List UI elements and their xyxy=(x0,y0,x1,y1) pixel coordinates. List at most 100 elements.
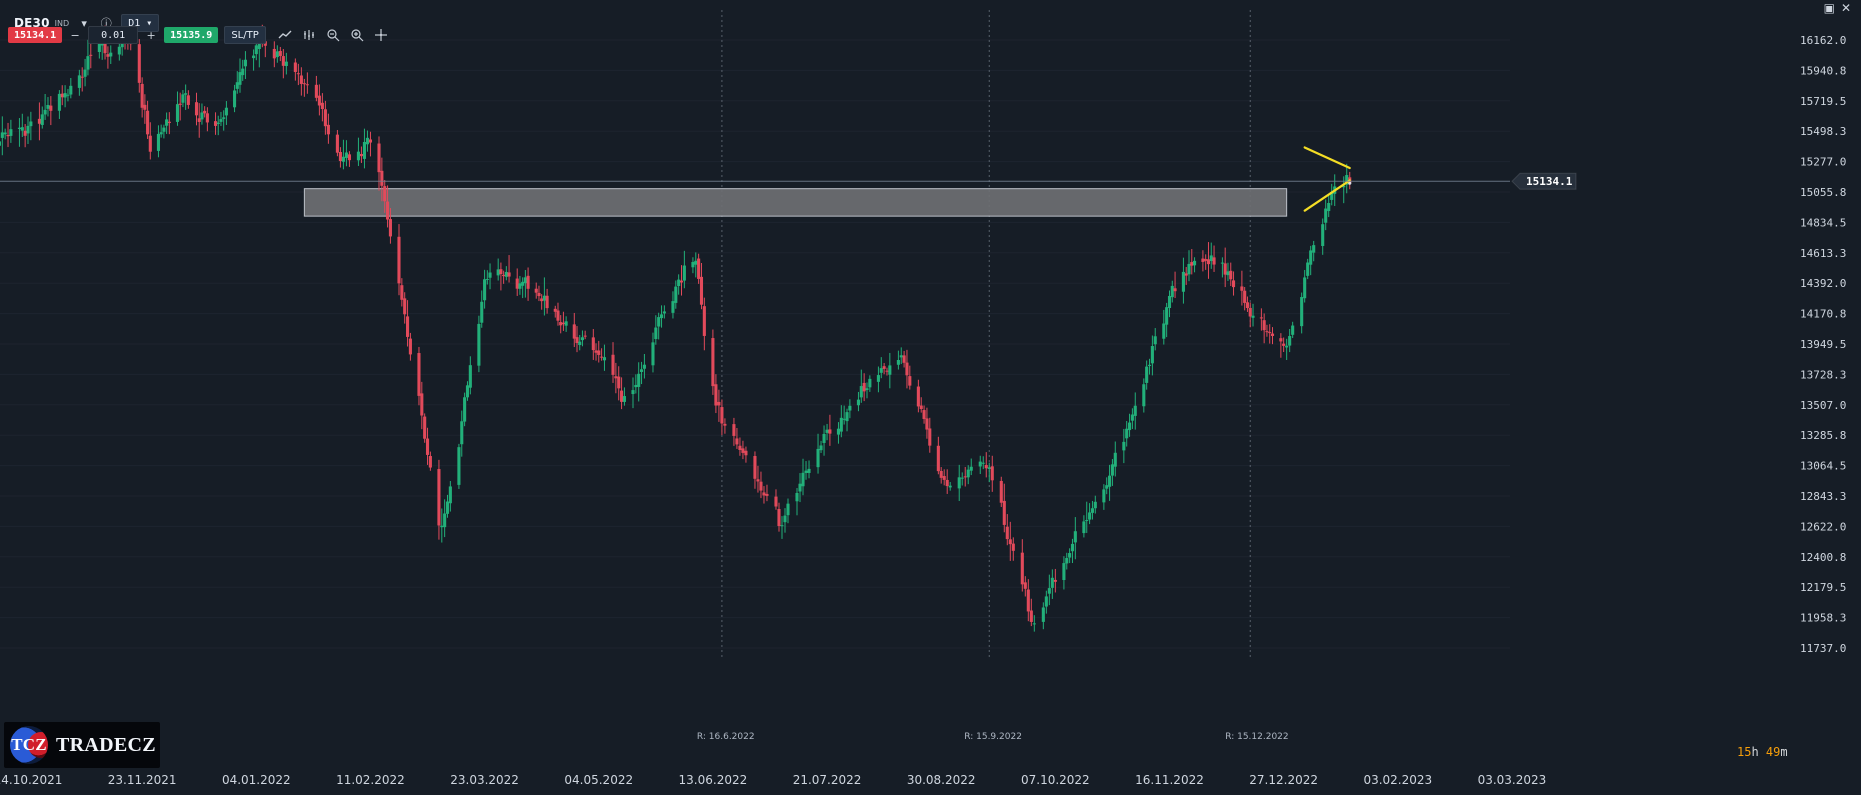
candle-body[interactable] xyxy=(795,492,799,502)
candle-body[interactable] xyxy=(23,130,27,136)
candle-body[interactable] xyxy=(465,385,470,398)
candle-body[interactable] xyxy=(1093,501,1097,509)
candle-body[interactable] xyxy=(553,308,557,312)
candle-body[interactable] xyxy=(631,390,635,395)
candle-body[interactable] xyxy=(583,335,587,337)
candle-body[interactable] xyxy=(1110,464,1114,476)
candle-body[interactable] xyxy=(1324,208,1328,223)
candle-body[interactable] xyxy=(662,311,666,314)
candle-body[interactable] xyxy=(66,94,70,96)
candle-body[interactable] xyxy=(109,52,113,57)
info-icon[interactable]: ⓘ xyxy=(100,17,112,30)
candle-body[interactable] xyxy=(634,384,638,388)
candle-body[interactable] xyxy=(1167,295,1172,309)
candle-body[interactable] xyxy=(1011,543,1015,551)
candle-body[interactable] xyxy=(774,496,778,507)
candle-body[interactable] xyxy=(614,376,618,379)
candle-body[interactable] xyxy=(1088,512,1092,520)
candle-body[interactable] xyxy=(1026,589,1030,612)
candle-body[interactable] xyxy=(1327,203,1331,212)
candle-body[interactable] xyxy=(966,469,970,478)
candle-body[interactable] xyxy=(148,135,152,152)
candle-body[interactable] xyxy=(468,365,472,388)
candle-body[interactable] xyxy=(1265,331,1269,333)
bid-price[interactable]: 15134.1 xyxy=(8,27,63,43)
candle-body[interactable] xyxy=(1288,336,1292,346)
candle-body[interactable] xyxy=(578,341,582,346)
candle-body[interactable] xyxy=(556,310,560,321)
candle-body[interactable] xyxy=(640,369,644,372)
candle-body[interactable] xyxy=(1262,320,1266,331)
candle-body[interactable] xyxy=(984,465,988,469)
candle-body[interactable] xyxy=(165,119,169,126)
candle-body[interactable] xyxy=(534,288,538,293)
candle-body[interactable] xyxy=(1127,422,1132,431)
candle-body[interactable] xyxy=(219,119,223,122)
candle-body[interactable] xyxy=(1345,175,1349,185)
candle-body[interactable] xyxy=(786,503,790,516)
candle-body[interactable] xyxy=(43,109,47,115)
candle-body[interactable] xyxy=(320,102,324,110)
candle-body[interactable] xyxy=(326,124,330,135)
candle-body[interactable] xyxy=(711,338,715,387)
candle-body[interactable] xyxy=(620,390,624,402)
candle-body[interactable] xyxy=(1113,452,1117,467)
candle-body[interactable] xyxy=(1105,485,1109,489)
candle-body[interactable] xyxy=(1162,323,1166,339)
candle-body[interactable] xyxy=(106,54,110,57)
candle-body[interactable] xyxy=(591,337,595,351)
candle-body[interactable] xyxy=(20,127,24,131)
candle-body[interactable] xyxy=(981,462,985,464)
candle-body[interactable] xyxy=(936,445,940,472)
candle-body[interactable] xyxy=(540,298,544,302)
zone-rectangle[interactable] xyxy=(303,188,1288,217)
candle-body[interactable] xyxy=(1108,475,1112,487)
candle-body[interactable] xyxy=(254,45,258,55)
candle-body[interactable] xyxy=(697,258,701,279)
candle-body[interactable] xyxy=(515,278,519,289)
candle-body[interactable] xyxy=(299,75,303,84)
candle-body[interactable] xyxy=(561,322,565,325)
candle-body[interactable] xyxy=(978,461,982,467)
candle-body[interactable] xyxy=(723,423,727,426)
candle-body[interactable] xyxy=(682,265,686,281)
candle-body[interactable] xyxy=(37,118,41,124)
candle-body[interactable] xyxy=(905,362,909,376)
candle-body[interactable] xyxy=(1303,277,1307,299)
candle-body[interactable] xyxy=(440,525,444,528)
candle-body[interactable] xyxy=(178,103,182,105)
candle-body[interactable] xyxy=(222,117,226,119)
candle-body[interactable] xyxy=(1068,553,1072,558)
candle-body[interactable] xyxy=(235,82,239,89)
candle-body[interactable] xyxy=(720,407,724,424)
candle-body[interactable] xyxy=(1047,588,1051,594)
candle-body[interactable] xyxy=(908,376,912,386)
candle-body[interactable] xyxy=(1279,338,1283,342)
triangle-upper-line[interactable] xyxy=(1303,146,1351,170)
candle-body[interactable] xyxy=(1029,610,1033,622)
candle-body[interactable] xyxy=(257,41,261,50)
candle-body[interactable] xyxy=(657,317,661,327)
candle-body[interactable] xyxy=(916,386,920,407)
candle-body[interactable] xyxy=(545,295,549,309)
candle-body[interactable] xyxy=(9,129,13,136)
candle-body[interactable] xyxy=(6,135,10,137)
candle-body[interactable] xyxy=(659,314,664,319)
candle-body[interactable] xyxy=(305,84,309,86)
candle-body[interactable] xyxy=(77,75,81,88)
candle-body[interactable] xyxy=(296,73,300,75)
candle-body[interactable] xyxy=(744,450,748,456)
candle-body[interactable] xyxy=(717,401,721,406)
candle-body[interactable] xyxy=(314,84,318,98)
candle-body[interactable] xyxy=(120,41,124,48)
candle-body[interactable] xyxy=(362,141,366,159)
candle-body[interactable] xyxy=(899,355,903,358)
candle-body[interactable] xyxy=(859,386,863,398)
window-icon[interactable]: ▣ xyxy=(1823,1,1835,15)
candle-body[interactable] xyxy=(879,368,883,373)
candle-body[interactable] xyxy=(957,477,961,489)
candle-body[interactable] xyxy=(1145,366,1149,383)
candle-body[interactable] xyxy=(463,397,467,422)
candle-body[interactable] xyxy=(783,515,787,523)
